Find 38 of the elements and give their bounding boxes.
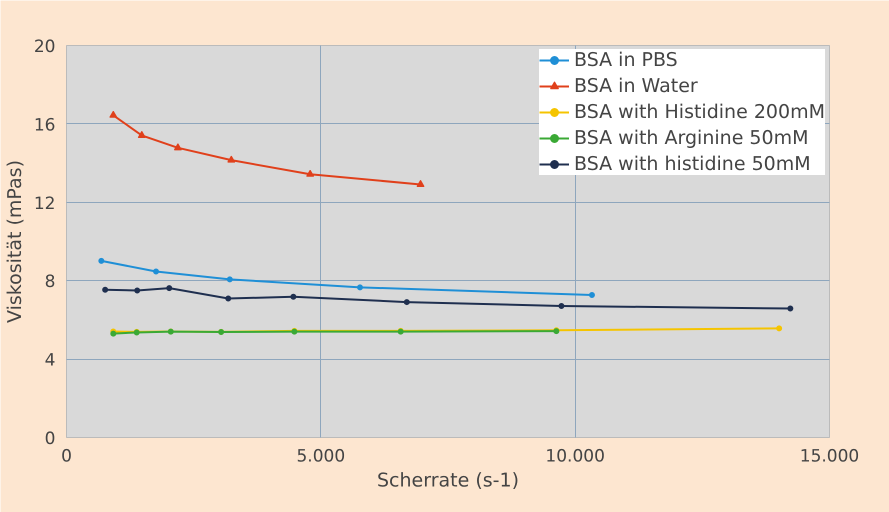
x-tick-label: 0 [61,446,72,466]
x-tick-label: 15.000 [800,446,860,466]
point [416,180,425,187]
point [102,286,108,293]
point [109,110,118,118]
point [134,288,140,294]
point [290,294,296,300]
x-tick-label: 5.000 [296,446,346,466]
legend-label: BSA with histidine 50mM [574,153,811,175]
point [174,143,182,150]
y-tick-label: 20 [34,37,56,57]
point [588,292,595,298]
x-axis-title: Scherrate (s-1) [376,470,520,492]
point [558,302,564,309]
legend-label: BSA with Arginine 50mM [574,127,809,149]
y-tick-label: 16 [34,115,56,136]
point [776,325,782,332]
y-axis-title: Viskosität (mPas) [4,160,26,323]
point [306,170,314,177]
point [227,156,236,163]
legend-label: BSA with Histidine 200mM [574,101,825,123]
point [404,299,410,306]
y-tick-label: 4 [44,350,56,371]
point [110,330,116,337]
point [225,296,232,302]
point [98,258,104,264]
point [357,284,363,290]
y-tick-label: 8 [44,272,56,292]
x-tick-label: 10.000 [545,446,605,466]
point [226,276,233,282]
point [166,285,172,292]
y-tick-label: 12 [34,194,56,214]
legend-label: BSA in PBS [574,49,678,71]
point [787,306,794,312]
point [153,268,160,274]
legend-label: BSA in Water [574,75,698,97]
point [138,130,146,138]
y-tick-label: 0 [44,429,56,449]
